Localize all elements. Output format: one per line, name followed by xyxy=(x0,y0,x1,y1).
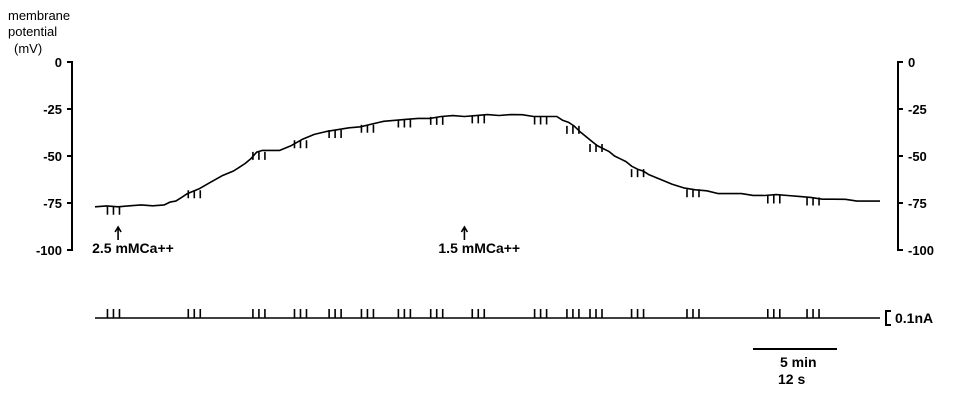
left-tick-label-1: -25 xyxy=(43,102,62,117)
left-tick-label-2: -50 xyxy=(43,149,62,164)
current-scale-label: 0.1nA xyxy=(895,310,933,326)
left-axis-line xyxy=(67,61,73,251)
current-pulse-train xyxy=(106,309,820,318)
trace-pulse-group-10 xyxy=(566,125,580,134)
current-pulse-group-1 xyxy=(187,309,202,318)
left-tick-label-0: 0 xyxy=(55,55,62,70)
current-pulse-group-12 xyxy=(630,309,645,318)
trace-pulse-group-8 xyxy=(471,115,486,124)
current-pulse-group-13 xyxy=(686,309,700,318)
ylabel-line-3: (mV) xyxy=(14,41,42,56)
current-pulse-group-4 xyxy=(328,309,342,318)
trace-pulse-group-15 xyxy=(806,197,820,206)
right-tick-label-1: -25 xyxy=(908,102,927,117)
right-tick-label-0: 0 xyxy=(908,55,915,70)
current-pulse-group-14 xyxy=(766,309,781,318)
annotation-label-0: 2.5 mMCa++ xyxy=(92,240,174,256)
calcium-annotations: 2.5 mMCa++ 1.5 mMCa++ xyxy=(92,225,520,256)
right-tick-label-4: -100 xyxy=(908,243,934,258)
trace-pulse-group-11 xyxy=(589,143,603,152)
left-tick-label-4: -100 xyxy=(36,243,62,258)
right-tick-label-2: -50 xyxy=(908,149,927,164)
current-pulse-group-7 xyxy=(429,309,444,318)
current-pulse-group-8 xyxy=(471,309,486,318)
trace-pulse-group-3 xyxy=(293,140,308,149)
current-pulse-group-0 xyxy=(106,309,121,318)
time-scale-bar: 5 min 12 s xyxy=(753,348,837,387)
trace-pulse-group-12 xyxy=(630,169,645,178)
trace-pulse-group-9 xyxy=(533,116,548,125)
time-scale-label: 5 min xyxy=(780,354,817,370)
left-axis: 0 -25 -50 -75 -100 xyxy=(36,55,73,258)
trace-pulse-group-1 xyxy=(187,190,202,199)
trace-pulse-group-5 xyxy=(360,124,375,133)
current-pulse-group-11 xyxy=(589,309,603,318)
current-pulse-group-6 xyxy=(397,309,412,318)
annotation-arrow-1 xyxy=(460,225,469,240)
current-pulse-group-5 xyxy=(360,309,375,318)
trace-pulse-group-7 xyxy=(429,116,444,125)
left-tick-label-3: -75 xyxy=(43,196,62,211)
right-tick-label-3: -75 xyxy=(908,196,927,211)
current-pulse-group-2 xyxy=(252,309,266,318)
annotation-label-1: 1.5 mMCa++ xyxy=(438,240,520,256)
trace-pulse-group-2 xyxy=(252,151,266,160)
time-scale-sublabel: 12 s xyxy=(778,371,805,387)
current-trace: 0.1nA xyxy=(95,309,933,326)
current-pulse-group-15 xyxy=(806,309,820,318)
ylabel-line-2: potential xyxy=(8,24,57,39)
current-scale-bar xyxy=(885,310,891,326)
current-pulse-group-3 xyxy=(293,309,308,318)
trace-pulse-deflections xyxy=(106,115,820,215)
trace-pulse-group-4 xyxy=(328,130,342,139)
trace-pulse-group-6 xyxy=(397,119,412,128)
trace-pulse-group-13 xyxy=(686,189,700,198)
current-pulse-group-9 xyxy=(533,309,548,318)
annotation-arrow-0 xyxy=(114,225,122,240)
right-axis: 0 -25 -50 -75 -100 xyxy=(897,55,934,258)
membrane-potential-trace xyxy=(94,113,880,208)
trace-pulse-group-14 xyxy=(766,195,781,204)
ylabel-line-1: membrane xyxy=(8,8,70,23)
current-pulse-group-10 xyxy=(566,309,580,318)
right-axis-line xyxy=(897,61,903,251)
trace-pulse-group-0 xyxy=(106,206,121,215)
